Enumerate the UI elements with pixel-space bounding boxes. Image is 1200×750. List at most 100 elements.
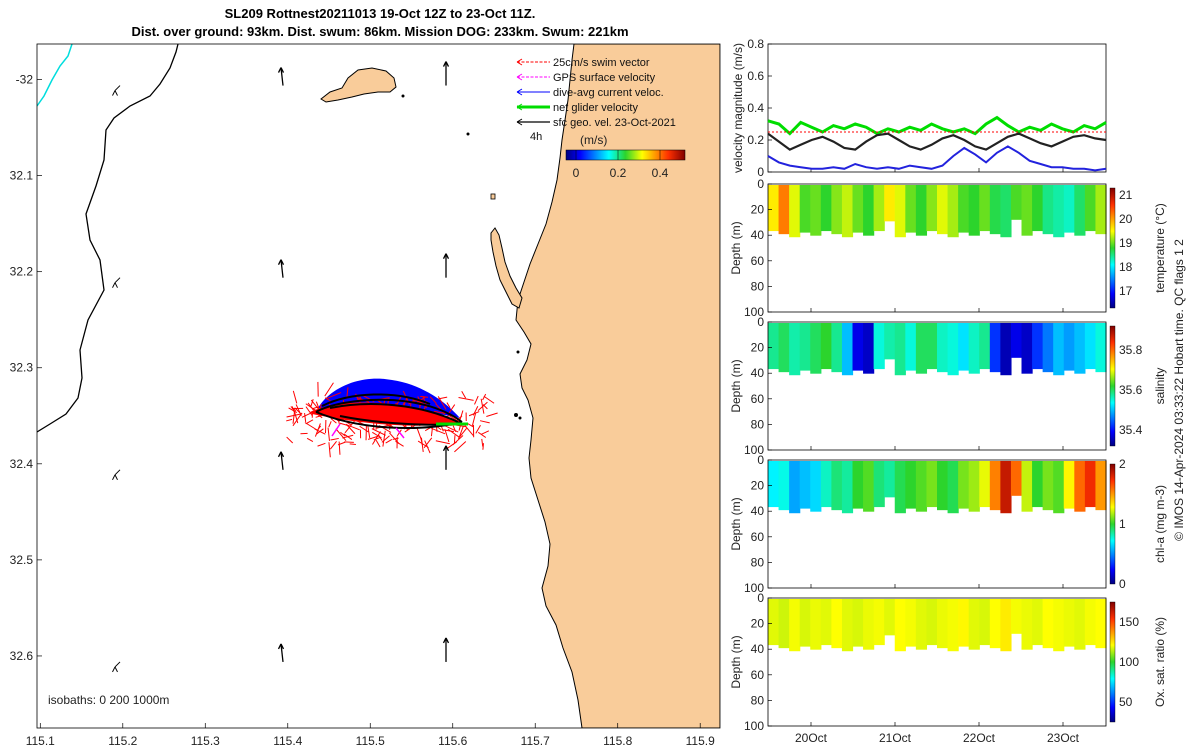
swim-vector: [286, 418, 293, 422]
section-y-tick-label: 40: [751, 366, 765, 380]
net-track-line: [315, 398, 463, 423]
section-profile-column: [1042, 185, 1054, 235]
swim-vector: [338, 441, 341, 455]
section-profile-column: [768, 599, 780, 646]
section-profile-column: [1074, 185, 1086, 236]
velocity-y-tick-label: 0.8: [747, 37, 764, 51]
section-y-tick-label: 20: [751, 617, 765, 631]
section-colorbar-label: chl-a (mg m-3): [1153, 485, 1167, 563]
section-profile-column: [884, 185, 896, 222]
swim-vector: [306, 437, 314, 443]
section-profile-column: [979, 461, 991, 508]
depth-section-panel: 0 20 40 60 80 100 Depth (m) 35.4 35.6 35.8 salinit…: [729, 315, 1167, 457]
swim-vector: [480, 398, 485, 414]
section-profile-column: [926, 599, 938, 646]
section-y-tick-label: 80: [751, 279, 765, 293]
section-profile-column: [937, 599, 949, 649]
section-y-tick-label: 20: [751, 479, 765, 493]
colorbar-tick-label: 0.4: [652, 166, 669, 180]
swim-vector: [304, 413, 307, 423]
time-x-tick-label: 21Oct: [879, 731, 912, 745]
section-y-tick-label: 60: [751, 530, 765, 544]
islet: [490, 193, 496, 200]
swim-vector: [458, 397, 474, 401]
swim-vector: [452, 435, 464, 446]
section-profile-column: [1095, 461, 1107, 511]
section-profile-column: [958, 461, 970, 509]
geo-velocity-arrow: [442, 445, 450, 470]
swim-vector: [453, 435, 456, 444]
section-profile-column: [915, 599, 928, 650]
swim-vector: [335, 428, 347, 441]
section-profile-column: [1010, 323, 1023, 358]
section-profile-column: [863, 599, 875, 650]
section-profile-column: [831, 323, 843, 373]
swim-vector: [342, 434, 354, 439]
swim-vector: [346, 387, 349, 399]
colorbar-tick-label: 0: [573, 166, 580, 180]
swim-vector: [466, 422, 475, 428]
islet: [518, 416, 522, 420]
swim-vector: [330, 418, 337, 424]
section-frame: [767, 183, 1107, 313]
swim-vector: [459, 410, 464, 421]
section-profile-column: [1021, 461, 1033, 512]
map-y-tick-label: -32: [16, 73, 34, 87]
geo-velocity-arrow: [277, 451, 285, 470]
swim-vector: [378, 434, 383, 441]
swim-vector: [481, 438, 484, 447]
section-profile-column: [915, 323, 928, 374]
section-profile-column: [989, 461, 1001, 511]
map-frame: [36, 43, 721, 729]
swim-vector: [472, 405, 479, 416]
section-frame: [767, 459, 1107, 589]
section-profile-column: [1053, 323, 1065, 376]
section-profile-column: [778, 461, 790, 511]
speed-colorbar: [565, 149, 686, 161]
swim-vector: [305, 403, 316, 411]
section-colorbar-tick-label: 19: [1119, 236, 1133, 250]
section-profile-column: [958, 323, 970, 371]
velocity-y-tick-label: 0.4: [747, 101, 764, 115]
gps-surface-velocity: [395, 427, 405, 439]
section-profile-column: [841, 185, 854, 238]
section-profile-column: [799, 599, 811, 647]
section-profile-column: [1032, 599, 1044, 646]
section-y-tick-label: 0: [757, 453, 764, 467]
section-profile-column: [820, 185, 832, 232]
swim-vector: [435, 440, 450, 445]
swim-vector: [328, 421, 332, 428]
map-x-tick-label: 115.5: [356, 734, 385, 748]
section-profile-column: [958, 185, 970, 233]
swim-vector: [328, 442, 331, 458]
section-profile-column: [841, 599, 854, 652]
section-profile-column: [905, 185, 917, 233]
geo-arrow-head: [277, 67, 285, 73]
section-colorbar-tick-label: 21: [1119, 188, 1133, 202]
swim-vector: [482, 393, 487, 401]
section-frame: [767, 321, 1107, 451]
section-y-tick-label: 0: [757, 591, 764, 605]
section-ylabel: Depth (m): [729, 359, 743, 412]
section-y-tick-label: 100: [744, 443, 764, 457]
section-colorbar-label: salinity: [1153, 368, 1167, 405]
swim-vector: [292, 411, 296, 424]
figure-title-line1: SL209 Rottnest20211013 19-Oct 12Z to 23-…: [224, 6, 536, 21]
speed-colorbar-ticks: 0 0.2 0.4: [573, 150, 669, 180]
section-profile-column: [768, 323, 780, 370]
section-profile-column: [852, 185, 864, 233]
mainland-coast: [515, 44, 720, 728]
section-profile-column: [947, 461, 959, 514]
section-y-tick-label: 20: [751, 203, 765, 217]
section-profile-column: [958, 599, 970, 647]
section-profile-column: [968, 599, 980, 650]
section-profile-column: [1053, 185, 1065, 238]
time-x-tick-label: 22Oct: [963, 731, 996, 745]
geo-arrow-shaft: [114, 85, 121, 91]
swim-vector: [458, 425, 464, 439]
map-y-tick-label: 32.2: [10, 265, 34, 279]
section-frame: [767, 597, 1107, 727]
section-y-tick-label: 60: [751, 254, 765, 268]
section-profile-column: [768, 461, 780, 508]
geo-velocity-arrow: [277, 643, 285, 663]
